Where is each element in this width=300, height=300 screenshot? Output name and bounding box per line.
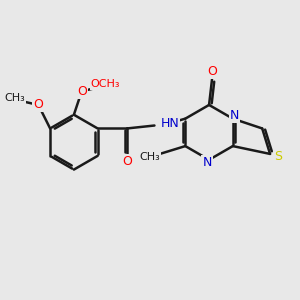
Text: O: O	[207, 65, 217, 78]
Text: N: N	[202, 156, 212, 169]
Text: CH₃: CH₃	[4, 93, 25, 103]
Text: O: O	[122, 155, 132, 168]
Text: O: O	[33, 98, 43, 111]
Text: S: S	[274, 150, 282, 164]
Text: CH₃: CH₃	[140, 152, 160, 162]
Text: O: O	[77, 85, 87, 98]
Text: HN: HN	[160, 117, 179, 130]
Text: N: N	[230, 109, 239, 122]
Text: OCH₃: OCH₃	[91, 80, 120, 89]
